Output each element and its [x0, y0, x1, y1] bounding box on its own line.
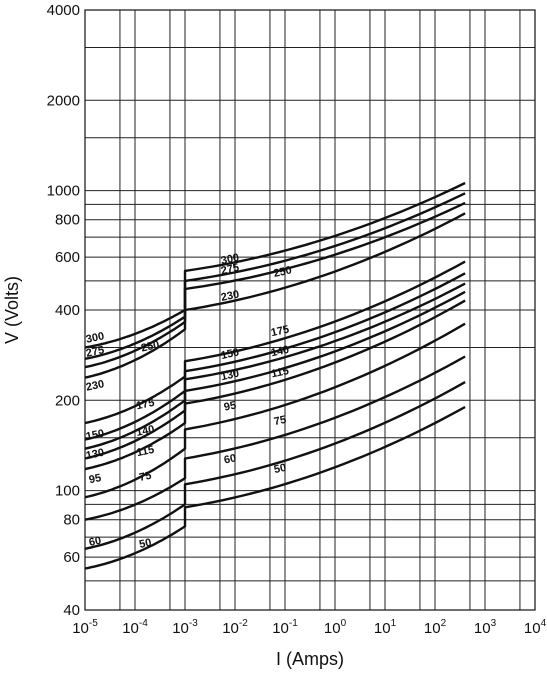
series-layer	[84, 181, 466, 570]
x-axis-title: I (Amps)	[276, 649, 344, 669]
x-tick-base: 10	[222, 620, 239, 637]
curve-label: 250	[140, 339, 160, 355]
series-curve-115	[84, 299, 466, 471]
series-curve-75	[84, 355, 466, 521]
series-curve-250	[84, 201, 466, 369]
series-curve-230	[84, 212, 466, 379]
x-tick-labels: 10-5 10-4 10-3 10-2 10-1 100 101 102 103 104	[72, 618, 546, 637]
x-tick-label: 101	[374, 618, 397, 637]
curve-label: 75	[138, 470, 152, 484]
curve-label: 150	[85, 428, 105, 444]
x-tick-base: 10	[72, 620, 89, 637]
series-curve-300	[84, 181, 466, 349]
x-tick-label: 10-1	[272, 618, 298, 637]
y-tick-labels: 40 60 80 100 200 400 600 800 1000 2000 4000	[47, 2, 80, 619]
x-tick-label: 102	[424, 618, 447, 637]
y-tick-label: 100	[55, 483, 80, 500]
x-tick-exponent: -1	[289, 618, 298, 629]
curve-label: 300	[85, 330, 105, 346]
x-tick-exponent: 4	[541, 618, 547, 629]
curve-label: 75	[273, 414, 287, 428]
curve-label: 175	[135, 397, 155, 413]
x-tick-exponent: -4	[139, 618, 148, 629]
curve-label: 175	[270, 324, 290, 340]
curve-label: 275	[220, 262, 240, 278]
curve-label: 230	[220, 288, 240, 304]
y-tick-label: 60	[63, 549, 80, 566]
curve-label: 300	[220, 252, 240, 268]
y-axis-title: V (Volts)	[2, 276, 22, 344]
curve-label: 50	[138, 537, 152, 551]
curve-label: 130	[85, 447, 105, 463]
x-tick-exponent: -3	[189, 618, 198, 629]
x-tick-exponent: -5	[89, 618, 98, 629]
curve-label: 140	[270, 344, 290, 360]
curve-label: 95	[223, 399, 237, 413]
curve-label: 115	[135, 444, 155, 459]
y-tick-label: 600	[55, 249, 80, 266]
y-tick-label: 800	[55, 212, 80, 229]
curve-label: 130	[220, 368, 240, 384]
x-tick-exponent: -2	[239, 618, 248, 629]
x-tick-label: 104	[524, 618, 547, 637]
x-tick-label: 100	[324, 618, 347, 637]
x-tick-label: 10-4	[122, 618, 148, 637]
x-tick-exponent: 3	[491, 618, 497, 629]
y-tick-label: 80	[63, 512, 80, 529]
grid	[84, 9, 536, 611]
curve-label: 60	[223, 452, 237, 466]
y-tick-label: 400	[55, 302, 80, 319]
x-tick-label: 10-5	[72, 618, 98, 637]
curve-label: 95	[88, 472, 102, 486]
x-tick-base: 10	[474, 620, 491, 637]
x-tick-exponent: 2	[441, 618, 447, 629]
x-tick-label: 103	[474, 618, 497, 637]
curve-label: 140	[135, 423, 155, 439]
series-curve-175	[84, 260, 466, 425]
y-tick-label: 2000	[47, 92, 80, 109]
x-tick-base: 10	[272, 620, 289, 637]
y-tick-label: 1000	[47, 183, 80, 200]
x-tick-label: 10-3	[172, 618, 198, 637]
x-tick-base: 10	[374, 620, 391, 637]
series-curve-50	[84, 405, 466, 570]
x-tick-exponent: 1	[391, 618, 397, 629]
series-curve-95	[84, 322, 466, 499]
curve-label: 250	[272, 264, 292, 280]
plot-frame	[84, 9, 536, 611]
y-tick-label: 40	[63, 602, 80, 619]
curve-label: 230	[85, 378, 105, 394]
curve-label: 60	[88, 535, 102, 549]
x-tick-base: 10	[424, 620, 441, 637]
curve-label: 275	[85, 344, 105, 360]
x-tick-exponent: 0	[341, 618, 347, 629]
series-curve-60	[84, 381, 466, 550]
x-tick-label: 10-2	[222, 618, 248, 637]
curve-label: 150	[220, 346, 240, 362]
y-tick-label: 4000	[47, 2, 80, 19]
x-tick-base: 10	[524, 620, 541, 637]
series-curve-130	[84, 290, 466, 460]
curve-label: 115	[270, 365, 290, 380]
x-tick-base: 10	[324, 620, 341, 637]
x-tick-base: 10	[172, 620, 189, 637]
curve-label: 50	[273, 462, 287, 476]
y-tick-label: 200	[55, 392, 80, 409]
x-tick-base: 10	[122, 620, 139, 637]
